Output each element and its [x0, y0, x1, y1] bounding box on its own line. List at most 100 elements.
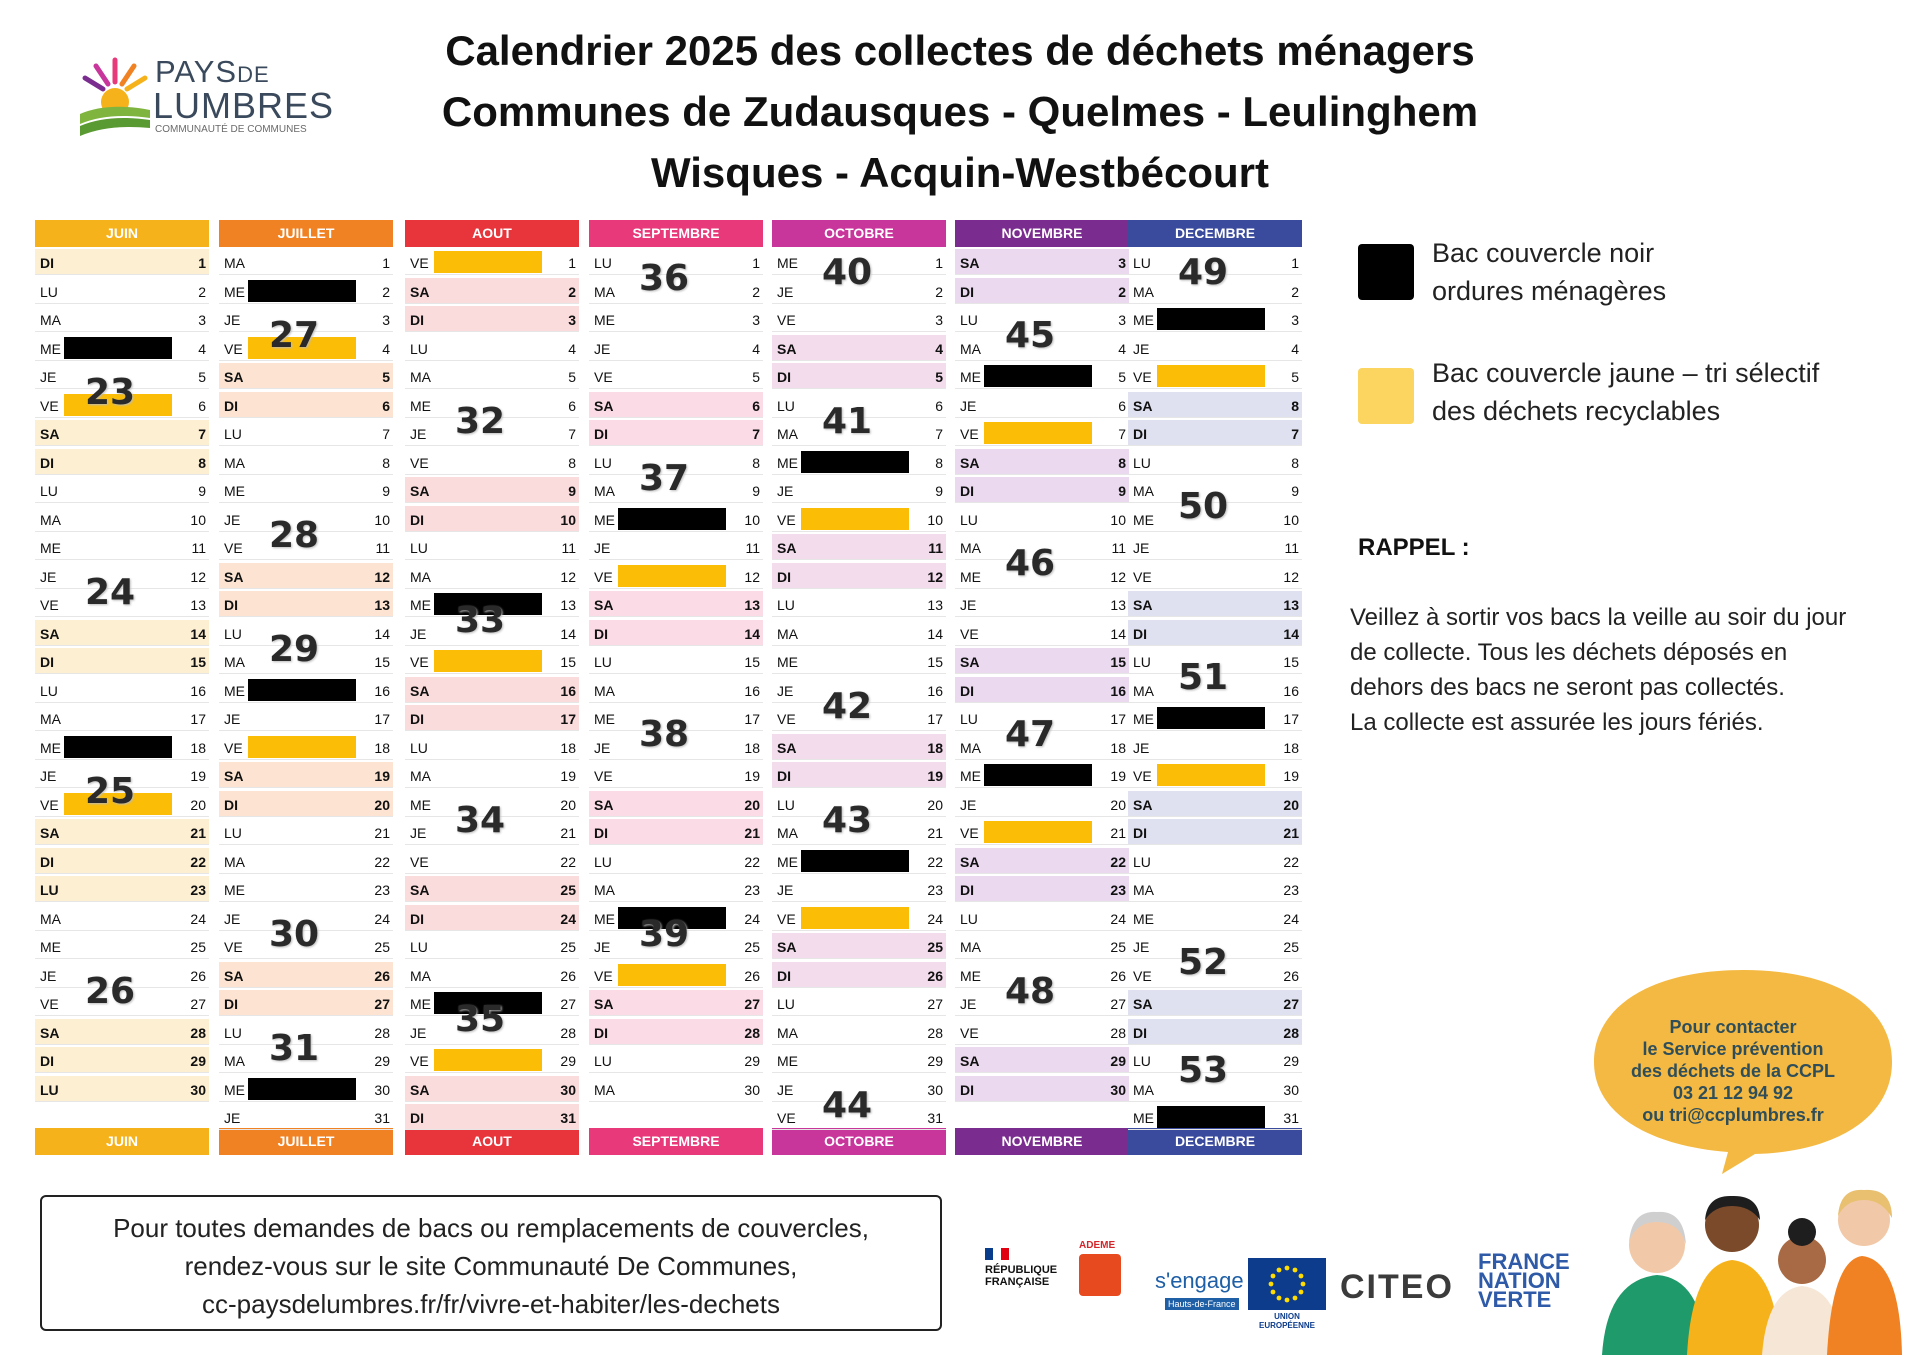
week-number: 50 [1178, 486, 1229, 528]
day-row: DI 13 [219, 591, 393, 617]
day-name: VE [960, 625, 979, 642]
day-row: SA 13 [1128, 591, 1302, 617]
day-number: 29 [190, 1053, 206, 1069]
day-number: 17 [560, 711, 576, 727]
day-number: 2 [382, 283, 390, 300]
day-name: DI [224, 397, 238, 414]
day-name: SA [1133, 597, 1153, 613]
day-name: DI [960, 483, 974, 499]
day-name: ME [1133, 711, 1154, 727]
legend-yellow-swatch [1358, 368, 1414, 424]
day-row: DI 16 [955, 676, 1129, 703]
day-row: LU 10 [955, 506, 1129, 532]
day-row: DI 28 [1128, 1018, 1302, 1045]
day-number: 15 [1110, 654, 1126, 670]
day-row: SA 7 [35, 420, 209, 446]
day-number: 29 [560, 1053, 576, 1069]
day-name: MA [224, 853, 245, 870]
day-number: 2 [568, 283, 576, 300]
rappel-title: RAPPEL : [1358, 534, 1470, 561]
day-row: JE 20 [955, 791, 1129, 817]
day-row: VE 26 [1128, 962, 1302, 988]
day-name: LU [594, 454, 612, 471]
day-number: 22 [190, 853, 206, 870]
week-number: 30 [269, 913, 320, 955]
day-row: JE 4 [1128, 335, 1302, 361]
ademe-logo: ADEME [1065, 1240, 1135, 1325]
day-name: MA [1133, 682, 1154, 699]
day-row: MA 2 [1128, 278, 1302, 304]
day-row: ME 17 [589, 705, 763, 731]
day-number: 17 [927, 711, 943, 727]
day-row: SA 20 [589, 790, 763, 817]
day-number: 18 [744, 739, 760, 756]
day-name: JE [777, 483, 794, 499]
day-row: MA 7 [772, 420, 946, 446]
day-number: 1 [1291, 255, 1299, 271]
week-number: 36 [639, 258, 690, 300]
day-row: MA 23 [589, 876, 763, 902]
day-row: MA 22 [219, 848, 393, 874]
day-name: MA [410, 768, 431, 784]
day-row: VE 1 [405, 249, 579, 275]
month-header-bot: DECEMBRE [1128, 1128, 1302, 1155]
day-name: LU [410, 340, 428, 357]
day-number: 8 [568, 454, 576, 471]
day-number: 11 [745, 540, 760, 556]
day-name: DI [594, 426, 608, 442]
day-number: 23 [1110, 882, 1126, 898]
day-name: ME [594, 910, 615, 927]
day-name: JE [224, 1110, 241, 1126]
day-number: 14 [374, 625, 390, 642]
day-name: ME [1133, 1110, 1154, 1126]
day-number: 27 [560, 996, 576, 1012]
day-number: 6 [935, 397, 943, 414]
month-decembre: DECEMBRE DECEMBRE LU 1 MA 2 ME 3 JE 4 VE 5 SA 8 DI 7 LU 8… [1128, 218, 1302, 1158]
month-header-top: DECEMBRE [1128, 220, 1302, 247]
day-name: SA [40, 625, 60, 642]
day-row: JE 5 [35, 363, 209, 389]
info-text: Pour toutes demandes de bacs ou remplace… [113, 1213, 869, 1319]
day-name: SA [40, 426, 60, 442]
legend-black-label: Bac couvercle noir ordures ménagères [1432, 238, 1667, 306]
day-row: MA 16 [1128, 677, 1302, 703]
day-row: MA 26 [405, 962, 579, 988]
day-row: DI 31 [405, 1104, 579, 1130]
day-row: VE 26 [589, 962, 763, 988]
day-number: 14 [560, 625, 576, 642]
day-name: DI [224, 796, 238, 813]
day-name: LU [40, 283, 58, 300]
day-number: 2 [935, 283, 943, 300]
collection-yellow-bin [801, 507, 909, 530]
day-row: SA 20 [1128, 790, 1302, 817]
day-name: DI [40, 255, 54, 271]
day-name: VE [40, 397, 59, 414]
day-row: LU 18 [405, 734, 579, 760]
collection-black-bin [801, 849, 909, 872]
day-row: SA 8 [955, 448, 1129, 475]
day-number: 10 [1283, 511, 1299, 528]
day-row: SA 5 [219, 363, 393, 389]
day-row: DI 2 [955, 277, 1129, 304]
day-row: JE 9 [772, 477, 946, 503]
day-row: MA 1 [219, 249, 393, 275]
day-number: 26 [744, 967, 760, 984]
citeo-logo: CITEO [1340, 1268, 1454, 1306]
day-name: VE [40, 996, 59, 1012]
contact-text: Pour contacter le Service prévention des… [1630, 1017, 1836, 1125]
day-name: SA [224, 369, 244, 385]
month-header-bot: JUILLET [219, 1128, 393, 1155]
day-row: VE 31 [772, 1104, 946, 1130]
day-name: LU [410, 540, 428, 556]
day-number: 11 [561, 540, 576, 556]
people-illustration [1602, 1189, 1902, 1355]
day-number: 9 [1291, 483, 1299, 499]
day-number: 3 [935, 312, 943, 328]
day-number: 8 [935, 454, 943, 471]
day-name: SA [40, 1024, 60, 1041]
day-row: ME 11 [35, 534, 209, 560]
day-name: DI [410, 910, 424, 927]
day-name: LU [594, 853, 612, 870]
collection-yellow-bin [64, 792, 172, 815]
day-name: DI [594, 1024, 608, 1041]
